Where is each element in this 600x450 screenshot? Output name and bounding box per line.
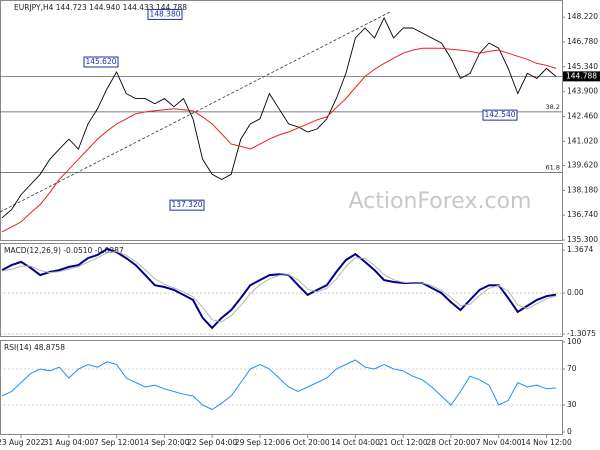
y-tick-label: 0 bbox=[567, 427, 572, 436]
annotation-box bbox=[147, 8, 183, 20]
watermark: ActionForex.com bbox=[349, 189, 532, 214]
macd-title: MACD(12,26,9) -0.0510 -0.0987 bbox=[4, 246, 124, 255]
series-line bbox=[1, 359, 557, 411]
x-tick-label: 29 Sep 12:00 bbox=[235, 438, 285, 447]
x-tick-label: 6 Oct 20:00 bbox=[286, 438, 330, 447]
y-tick-label: 1.3674 bbox=[567, 245, 593, 254]
y-tick-label: 145.340 bbox=[567, 62, 598, 71]
trend-line bbox=[0, 11, 391, 213]
y-tick-label: 142.460 bbox=[567, 112, 598, 121]
y-tick-label: 30 bbox=[567, 400, 577, 409]
price-title: EURJPY,H4 144.723 144.940 144.433 144.78… bbox=[14, 3, 187, 12]
y-tick-label: 141.020 bbox=[567, 136, 598, 145]
y-tick-label: 143.900 bbox=[567, 87, 598, 96]
x-tick-label: 14 Sep 20:00 bbox=[139, 438, 189, 447]
y-tick-label: 148.220 bbox=[567, 12, 598, 21]
annotation-label: 148.380 bbox=[149, 9, 180, 18]
x-tick-label: 21 Oct 12:00 bbox=[379, 438, 428, 447]
annotation-label: 145.620 bbox=[85, 57, 116, 66]
level-label: 38.2 bbox=[546, 103, 560, 111]
y-tick-label: 100 bbox=[567, 337, 582, 346]
x-tick-label: 14 Nov 12:00 bbox=[521, 438, 572, 447]
level-label: 61.8 bbox=[546, 163, 560, 171]
rsi-panel bbox=[0, 340, 563, 435]
y-tick-label: 70 bbox=[567, 364, 577, 373]
series-line bbox=[1, 16, 557, 219]
series-line bbox=[1, 247, 557, 330]
y-tick-label: 139.620 bbox=[567, 160, 598, 169]
x-tick-label: 31 Aug 04:00 bbox=[44, 438, 95, 447]
annotation-box bbox=[83, 56, 119, 68]
macd-panel bbox=[0, 243, 563, 337]
x-tick-label: 23 Aug 2022 bbox=[0, 438, 45, 447]
price-panel bbox=[0, 0, 563, 241]
annotation-label: 142.540 bbox=[484, 110, 515, 119]
y-tick-label: 136.740 bbox=[567, 210, 598, 219]
y-tick-label: 146.780 bbox=[567, 37, 598, 46]
annotation-box bbox=[169, 199, 205, 211]
x-tick-label: 22 Sep 04:00 bbox=[187, 438, 237, 447]
x-tick-label: 28 Oct 20:00 bbox=[426, 438, 475, 447]
y-tick-label: -1.3075 bbox=[567, 329, 596, 338]
last-price-box bbox=[563, 71, 600, 82]
y-tick-label: 138.180 bbox=[567, 185, 598, 194]
series-line bbox=[1, 47, 557, 233]
annotation-label: 137.320 bbox=[171, 200, 202, 209]
x-tick-label: 7 Nov 04:00 bbox=[476, 438, 522, 447]
last-price-label: 144.788 bbox=[566, 71, 597, 80]
annotation-box bbox=[482, 109, 518, 121]
rsi-title: RSI(14) 48.8758 bbox=[4, 343, 65, 352]
x-tick-label: 14 Oct 04:00 bbox=[331, 438, 380, 447]
y-tick-label: 135.300 bbox=[567, 235, 598, 244]
y-tick-label: 0.00 bbox=[567, 288, 584, 297]
series-line bbox=[1, 250, 557, 323]
x-tick-label: 7 Sep 12:00 bbox=[94, 438, 140, 447]
